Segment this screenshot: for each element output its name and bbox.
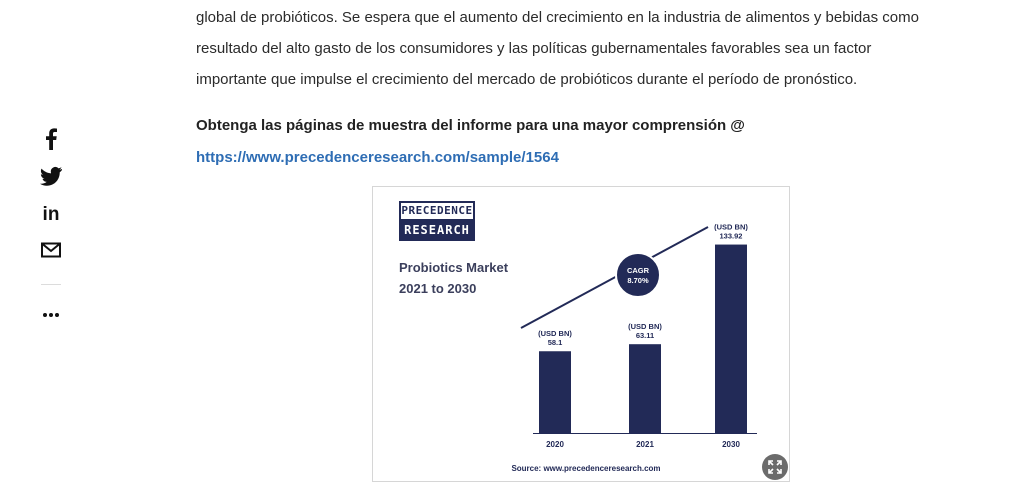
bar-unit-label: (USD BN) bbox=[714, 223, 748, 232]
facebook-share-button[interactable] bbox=[36, 128, 66, 154]
bar-2021 bbox=[629, 344, 661, 433]
cagr-label: CAGR bbox=[627, 266, 650, 275]
cagr-value: 8.70% bbox=[627, 276, 649, 285]
growth-trend-line bbox=[520, 226, 709, 329]
expand-icon bbox=[768, 460, 782, 474]
linkedin-share-button[interactable]: in bbox=[36, 204, 66, 230]
bar-unit-label: (USD BN) bbox=[538, 329, 572, 338]
paragraph-line: global de probióticos. Se espera que el … bbox=[196, 9, 919, 26]
chart-title-line: 2021 to 2030 bbox=[399, 281, 477, 296]
bar-2020 bbox=[539, 351, 571, 433]
bar-unit-label: (USD BN) bbox=[628, 322, 662, 331]
share-rail: in bbox=[36, 128, 66, 323]
paragraph-line: resultado del alto gasto de los consumid… bbox=[196, 40, 872, 57]
x-tick-label: 2030 bbox=[722, 440, 740, 449]
sample-cta-text: Obtenga las páginas de muestra del infor… bbox=[196, 117, 745, 134]
logo-top-text: PRECEDENCE bbox=[399, 201, 475, 219]
chart-title: Probiotics Market 2021 to 2030 bbox=[399, 257, 579, 299]
facebook-icon bbox=[46, 128, 57, 150]
expand-image-button[interactable] bbox=[762, 454, 788, 480]
linkedin-icon: in bbox=[42, 204, 60, 225]
precedence-research-logo: PRECEDENCE RESEARCH bbox=[399, 201, 475, 241]
twitter-icon bbox=[40, 166, 62, 186]
source-text: Source: www.precedenceresearch.com bbox=[511, 464, 660, 473]
market-infographic[interactable]: PRECEDENCE RESEARCH Probiotics Market 20… bbox=[372, 186, 790, 482]
share-rail-divider bbox=[41, 284, 61, 285]
cagr-badge bbox=[615, 252, 661, 298]
twitter-share-button[interactable] bbox=[36, 166, 66, 192]
x-tick-label: 2020 bbox=[546, 440, 564, 449]
bar-value-label: 133.92 bbox=[720, 232, 743, 241]
x-tick-label: 2021 bbox=[636, 440, 654, 449]
more-share-options-button[interactable] bbox=[36, 307, 66, 323]
article-body: global de probióticos. Se espera que el … bbox=[196, 0, 996, 166]
more-icon bbox=[43, 313, 59, 317]
bar-value-label: 58.1 bbox=[548, 338, 563, 347]
paragraph-line: importante que impulse el crecimiento de… bbox=[196, 71, 858, 88]
article-paragraph: global de probióticos. Se espera que el … bbox=[196, 2, 996, 95]
bar-value-label: 63.11 bbox=[636, 331, 654, 340]
sample-report-link[interactable]: https://www.precedenceresearch.com/sampl… bbox=[196, 149, 559, 166]
chart-title-line: Probiotics Market bbox=[399, 260, 509, 275]
logo-bottom-text: RESEARCH bbox=[399, 219, 475, 241]
mail-icon bbox=[41, 242, 61, 258]
email-share-button[interactable] bbox=[36, 242, 66, 268]
bar-2030 bbox=[715, 244, 747, 433]
